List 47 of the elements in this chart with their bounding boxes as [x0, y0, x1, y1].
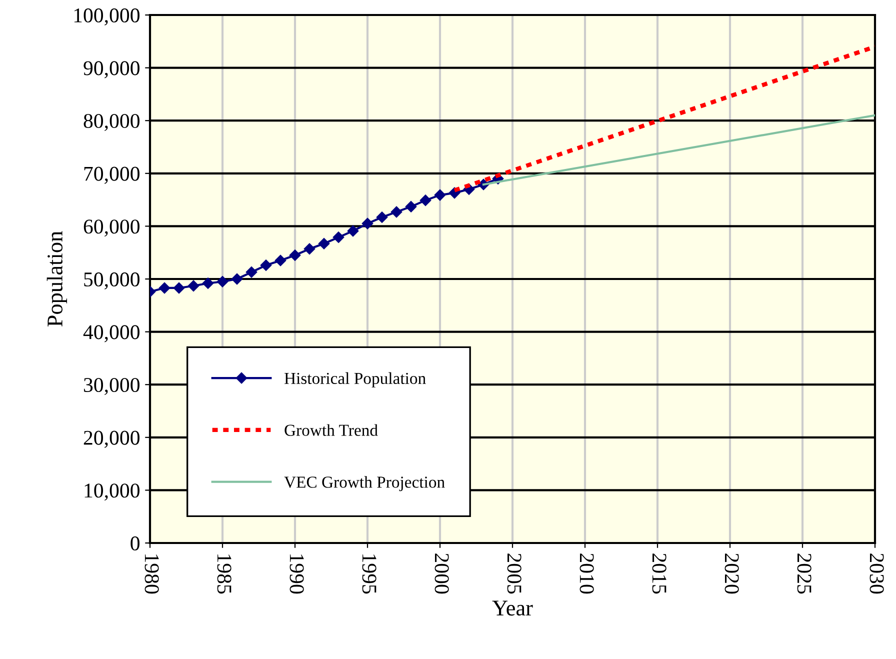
- x-tick-label: 1985: [217, 554, 232, 594]
- legend-label: Growth Trend: [284, 424, 378, 436]
- y-tick-label: 50,000: [84, 272, 140, 290]
- point: [362, 218, 374, 230]
- x-tick-label: 1990: [290, 554, 304, 594]
- point: [405, 201, 417, 212]
- y-axis-title: Population: [46, 231, 68, 327]
- point: [231, 273, 243, 285]
- point: [390, 206, 402, 218]
- point: [173, 282, 185, 294]
- point: [246, 266, 258, 278]
- x-tick-label: 2005: [507, 554, 522, 594]
- y-tick-label: 30,000: [84, 378, 140, 396]
- y-tick-label: 80,000: [84, 114, 140, 132]
- point: [376, 212, 388, 223]
- legend-label: Historical Population: [284, 372, 426, 388]
- y-tick-label: 10,000: [84, 484, 140, 501]
- point: [347, 225, 359, 237]
- y-tick-label: 20,000: [84, 430, 140, 448]
- point: [158, 282, 170, 294]
- y-tick-label: 0: [130, 536, 140, 550]
- y-tick-label: 60,000: [84, 220, 140, 237]
- x-tick-label: 2030: [870, 554, 884, 594]
- point: [188, 280, 200, 292]
- point: [318, 238, 330, 250]
- point: [289, 250, 301, 261]
- point: [332, 232, 344, 243]
- y-tick-label: 70,000: [84, 166, 140, 184]
- point: [420, 194, 432, 206]
- y-tick-label: 100,000: [74, 8, 140, 26]
- legend-label: VEC Growth Projection: [284, 476, 445, 492]
- point: [304, 243, 316, 255]
- x-tick-label: 2025: [797, 554, 812, 594]
- y-tick-label: 40,000: [83, 325, 140, 342]
- x-axis-title: Year: [492, 600, 533, 616]
- x-tick-label: 2000: [434, 554, 449, 594]
- x-tick-label: 2015: [652, 554, 666, 594]
- point: [202, 278, 214, 289]
- x-tick-label: 1995: [362, 554, 376, 594]
- point: [434, 189, 446, 201]
- x-tick-label: 2010: [580, 554, 594, 594]
- y-tick-label: 90,000: [84, 61, 140, 78]
- x-tick-label: 1980: [144, 554, 159, 594]
- point: [216, 276, 228, 288]
- x-tick-label: 2020: [724, 554, 739, 594]
- point: [274, 254, 286, 266]
- point: [260, 260, 272, 271]
